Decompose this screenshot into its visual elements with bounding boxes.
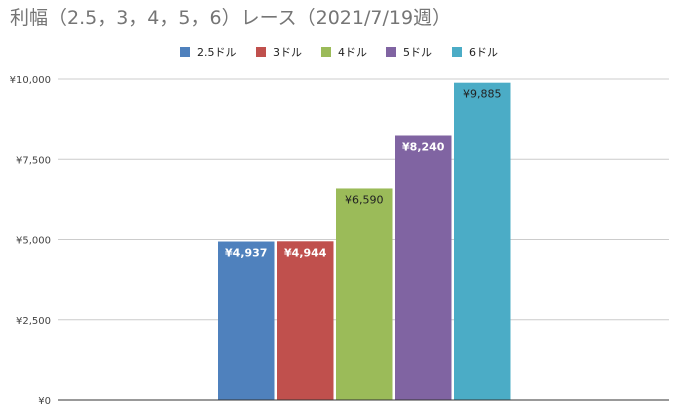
legend: 2.5ドル 3ドル 4ドル 5ドル 6ドル: [180, 46, 498, 59]
data-label: ¥4,944: [284, 246, 327, 259]
data-labels: ¥4,937 ¥4,944 ¥6,590 ¥8,240 ¥9,885: [225, 88, 501, 260]
y-tick-label: ¥10,000: [10, 75, 51, 86]
y-axis-ticks: ¥0 ¥2,500 ¥5,000 ¥7,500 ¥10,000: [10, 75, 51, 407]
legend-label: 6ドル: [469, 46, 498, 59]
chart-title: 利幅（2.5，3，4，5，6）レース（2021/7/19週）: [10, 7, 451, 29]
legend-label: 3ドル: [273, 46, 302, 59]
data-label: ¥6,590: [345, 193, 384, 206]
data-label: ¥8,240: [402, 140, 445, 153]
y-tick-label: ¥0: [38, 396, 51, 407]
bar: [454, 82, 511, 400]
data-label: ¥9,885: [463, 88, 502, 101]
bar: [395, 135, 452, 400]
data-label: ¥4,937: [225, 247, 267, 260]
bars: [218, 82, 511, 400]
legend-label: 4ドル: [338, 46, 367, 59]
y-tick-label: ¥7,500: [16, 155, 51, 166]
legend-swatch: [180, 47, 190, 57]
legend-label: 2.5ドル: [197, 46, 237, 59]
legend-swatch: [321, 47, 331, 57]
legend-label: 5ドル: [403, 46, 432, 59]
y-tick-label: ¥2,500: [16, 316, 51, 327]
bar: [218, 241, 275, 400]
bar: [336, 188, 393, 400]
legend-swatch: [256, 47, 266, 57]
legend-swatch: [452, 47, 462, 57]
bar: [277, 241, 334, 400]
legend-swatch: [386, 47, 396, 57]
y-tick-label: ¥5,000: [16, 236, 51, 247]
